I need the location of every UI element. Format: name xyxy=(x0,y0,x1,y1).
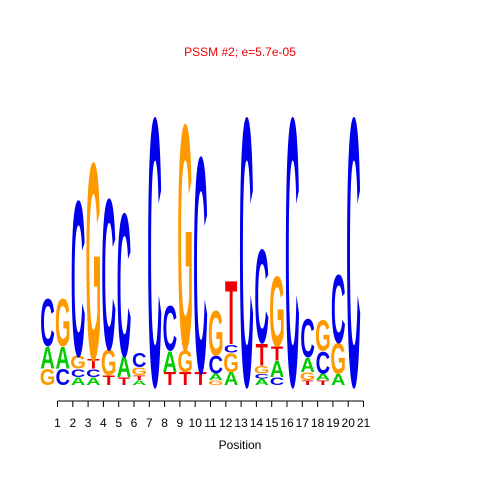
logo-letter-T-pos-6: T xyxy=(118,375,130,388)
logo-letter-G-pos-18: G xyxy=(300,370,316,383)
logo-letter-T-pos-10: T xyxy=(179,370,192,390)
logo-letter-G-pos-12: G xyxy=(208,379,224,387)
logo-letter-A-pos-6: A xyxy=(117,351,132,384)
logo-letter-C-pos-17: C xyxy=(285,38,300,467)
logo-letter-G-pos-12: G xyxy=(208,298,224,369)
logo-letter-G-pos-1: G xyxy=(40,365,56,390)
logo-letter-C-pos-7: C xyxy=(132,350,147,372)
logo-letter-T-pos-15: T xyxy=(256,337,268,373)
logo-letter-C-pos-15: C xyxy=(254,222,268,372)
x-tick-label: 9 xyxy=(177,416,184,430)
logo-letter-G-pos-5: G xyxy=(101,343,117,384)
logo-letter-A-pos-2: A xyxy=(56,340,71,376)
x-tick-label: 19 xyxy=(326,416,340,430)
logo-letter-A-pos-15: A xyxy=(254,377,269,387)
x-tick-label: 3 xyxy=(85,416,92,430)
logo-letter-C-pos-9: C xyxy=(163,293,178,364)
logo-letter-C-pos-21: C xyxy=(346,38,361,467)
logo-letter-C-pos-20: C xyxy=(331,254,346,363)
logo-letter-T-pos-5: T xyxy=(103,372,116,388)
x-tick-label: 12 xyxy=(219,416,233,430)
x-tick-label: 20 xyxy=(342,416,356,430)
logo-letter-A-pos-18: A xyxy=(300,355,315,377)
logo-letter-T-pos-4: T xyxy=(87,356,100,372)
logo-letter-G-pos-13: G xyxy=(223,348,239,379)
x-tick-label: 11 xyxy=(204,416,217,430)
x-axis-label: Position xyxy=(219,438,262,452)
logo-letter-A-pos-12: A xyxy=(209,373,224,383)
logo-letter-C-pos-12: C xyxy=(209,350,224,379)
logo-letter-G-pos-16: G xyxy=(269,257,285,368)
logo-letter-C-pos-5: C xyxy=(101,155,116,396)
logo-letter-T-pos-18: T xyxy=(301,379,313,387)
logo-letter-A-pos-9: A xyxy=(163,346,178,379)
x-tick-label: 4 xyxy=(100,416,107,430)
logo-letter-C-pos-2: C xyxy=(56,365,71,390)
x-tick-label: 15 xyxy=(265,416,279,430)
logo-letter-G-pos-2: G xyxy=(55,285,71,361)
logo-letter-C-pos-4: C xyxy=(86,367,101,380)
logo-letter-C-pos-18: C xyxy=(300,308,314,369)
logo-letter-C-pos-1: C xyxy=(40,285,55,361)
logo-letter-C-pos-3: C xyxy=(71,156,86,404)
logo-letter-G-pos-10: G xyxy=(177,343,193,379)
logo-letter-A-pos-7: A xyxy=(132,379,147,387)
x-tick-label: 14 xyxy=(250,416,264,430)
logo-letter-T-pos-19: T xyxy=(317,379,329,387)
logo-letter-G-pos-3: G xyxy=(70,353,86,373)
logo-letter-T-pos-13: T xyxy=(225,261,237,363)
x-tick-label: 13 xyxy=(234,416,248,430)
x-tick-label: 1 xyxy=(54,416,61,430)
logo-letter-T-pos-7: T xyxy=(133,374,145,382)
x-tick-label: 5 xyxy=(115,416,122,430)
x-tick-label: 7 xyxy=(146,416,153,430)
logo-letter-T-pos-16: T xyxy=(271,343,284,365)
x-tick-label: 17 xyxy=(296,416,310,430)
logo-letter-G-pos-15: G xyxy=(254,364,270,377)
logo-letter-G-pos-10: G xyxy=(177,58,193,418)
logo-letter-G-pos-19: G xyxy=(315,313,331,360)
logo-letter-G-pos-20: G xyxy=(330,336,346,383)
x-tick-label: 10 xyxy=(189,416,203,430)
logo-letter-A-pos-13: A xyxy=(224,370,239,390)
logo-letter-C-pos-13: C xyxy=(224,343,239,356)
logo-letter-A-pos-16: A xyxy=(270,357,285,382)
logo-letter-T-pos-11: T xyxy=(194,370,207,390)
logo-letter-A-pos-3: A xyxy=(71,375,86,388)
logo-letter-A-pos-19: A xyxy=(316,373,331,383)
logo-letter-T-pos-9: T xyxy=(164,370,177,390)
x-tick-label: 8 xyxy=(161,416,168,430)
logo-letter-G-pos-7: G xyxy=(131,365,147,378)
logo-letter-A-pos-1: A xyxy=(40,340,55,376)
x-axis: 1 2 3 4 5 6 7 8 9 10 11 12 13 14 15 16 17 18 19 20 21 xyxy=(54,400,371,430)
x-tick-label: 21 xyxy=(357,416,371,430)
x-tick-label: 2 xyxy=(69,416,76,430)
logo-letter-C-pos-11: C xyxy=(193,94,208,438)
x-tick-label: 16 xyxy=(280,416,294,430)
logo-letter-C-pos-14: C xyxy=(239,38,254,467)
logo-letter-C-pos-8: C xyxy=(147,38,162,467)
logo-letter-A-pos-4: A xyxy=(86,375,101,388)
logo-letter-C-pos-19: C xyxy=(316,345,331,381)
x-tick-label: 18 xyxy=(311,416,325,430)
x-tick-label: 6 xyxy=(131,416,138,430)
logo-letter-A-pos-20: A xyxy=(331,371,345,389)
logo-letter-C-pos-6: C xyxy=(117,171,132,399)
chart-title: PSSM #2; e=5.7e-05 xyxy=(184,45,296,59)
logo-letter-C-pos-15: C xyxy=(254,373,269,381)
logo-letter-C-pos-3: C xyxy=(71,367,86,380)
logo-letter-C-pos-16: C xyxy=(270,375,285,388)
logo-letter-G-pos-4: G xyxy=(86,105,102,420)
